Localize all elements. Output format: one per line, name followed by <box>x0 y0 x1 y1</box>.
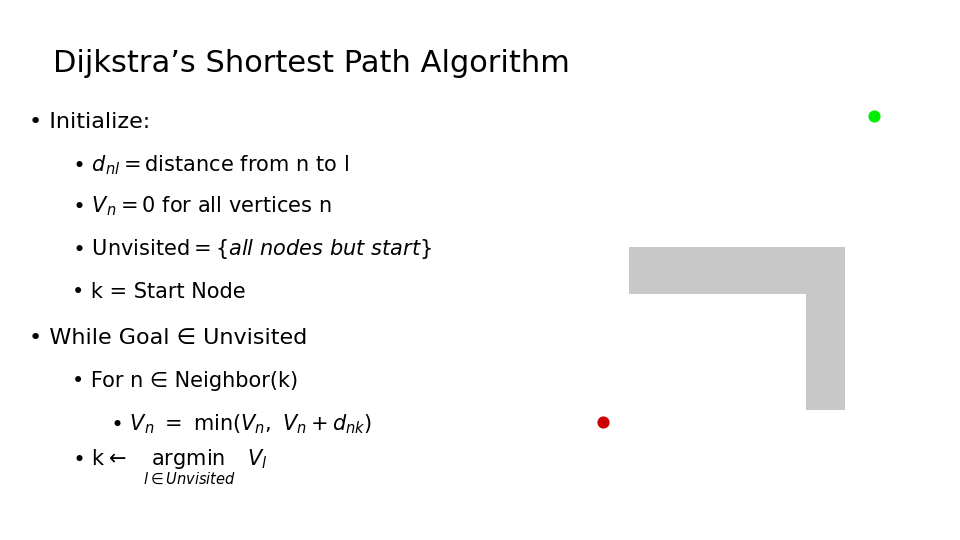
Text: $\bullet\ \mathrm{Unvisited} = \{\mathit{all\ nodes\ but\ start}\}$: $\bullet\ \mathrm{Unvisited} = \{\mathit… <box>72 238 432 261</box>
Bar <box>629 247 845 294</box>
Text: • While Goal ∈ Unvisited: • While Goal ∈ Unvisited <box>29 327 307 348</box>
Point <box>595 418 611 427</box>
Text: • Initialize:: • Initialize: <box>29 111 150 132</box>
Text: • k = Start Node: • k = Start Node <box>72 281 246 302</box>
Text: $\bullet\ d_{nl}=\mathrm{distance\ from\ n\ to\ l}$: $\bullet\ d_{nl}=\mathrm{distance\ from\… <box>72 153 349 177</box>
Text: • For n ∈ Neighbor(k): • For n ∈ Neighbor(k) <box>72 370 299 391</box>
Bar <box>806 247 845 410</box>
Text: $\bullet\ V_n\ =\ \min(V_n,\ V_n + d_{nk})$: $\bullet\ V_n\ =\ \min(V_n,\ V_n + d_{nk… <box>110 412 372 436</box>
Text: Dijkstra’s Shortest Path Algorithm: Dijkstra’s Shortest Path Algorithm <box>53 49 569 78</box>
Point <box>866 112 881 120</box>
Text: $\bullet\ \mathrm{k} \leftarrow\ \ \underset{l \in Unvisited}{\mathrm{argmin}}\ : $\bullet\ \mathrm{k} \leftarrow\ \ \unde… <box>72 448 268 487</box>
Text: $\bullet\ V_n = 0\mathrm{\ for\ all\ vertices\ n}$: $\bullet\ V_n = 0\mathrm{\ for\ all\ ver… <box>72 194 331 218</box>
